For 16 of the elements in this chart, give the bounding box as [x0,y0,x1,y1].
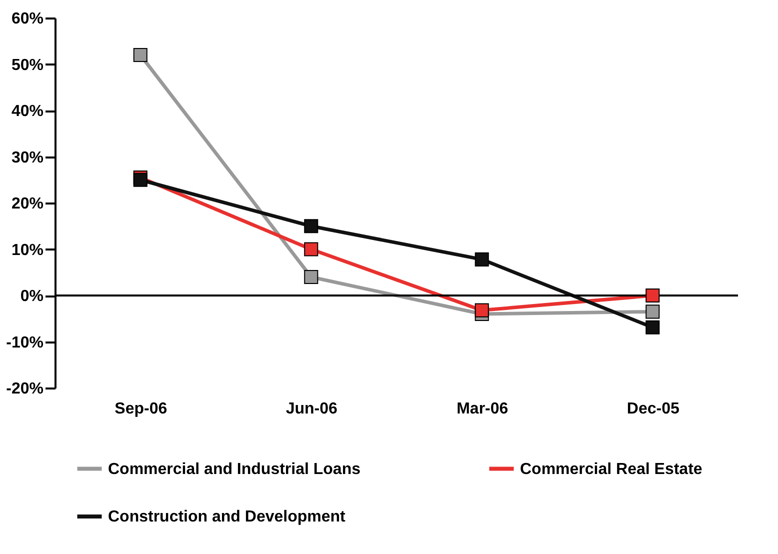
y-tick-label: 50% [11,56,44,74]
x-tick-label: Dec-05 [626,400,680,418]
y-tick-label: -20% [6,380,44,398]
y-tick-label: 0% [20,288,44,305]
y-tick-label: 20% [11,196,44,212]
legend-label: Commercial and Industrial Loans [108,460,361,478]
x-tick-label: Mar-06 [456,400,508,418]
y-tick-label: 60% [11,10,44,28]
legend-label: Construction and Development [108,508,346,526]
x-tick-label: Sep-06 [114,400,168,418]
y-tick-label: -10% [6,334,44,352]
y-tick-label: 30% [11,149,44,166]
y-tick-label: 40% [11,103,44,120]
x-tick-label: Jun-06 [286,400,338,418]
legend-label: Commercial Real Estate [520,460,702,478]
y-tick-label: 10% [11,242,44,259]
